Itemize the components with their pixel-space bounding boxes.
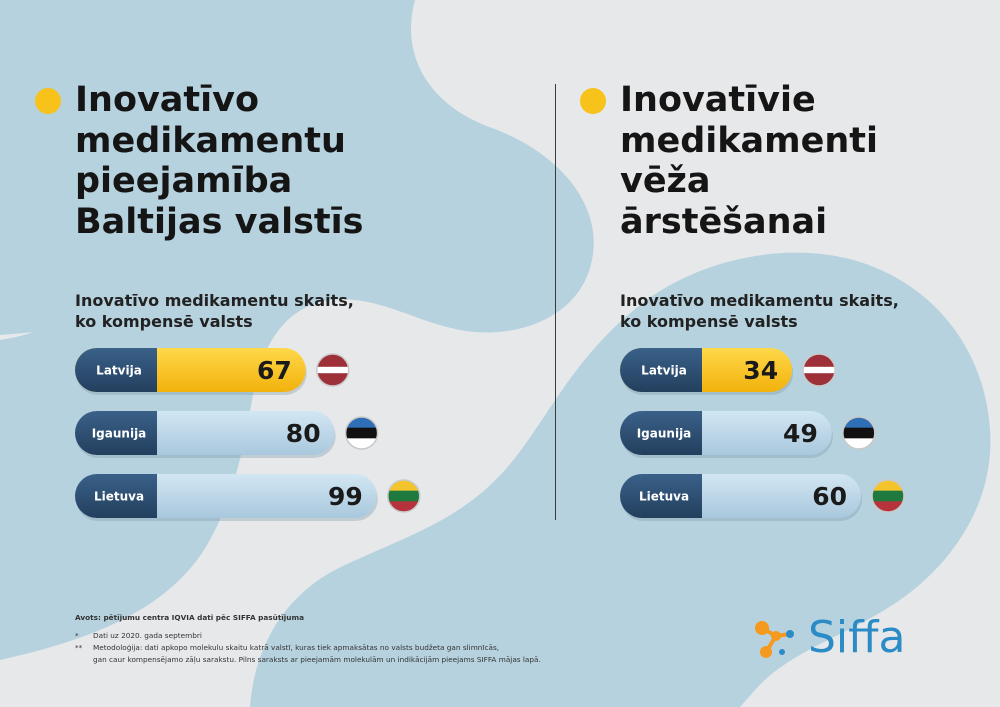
bar-group: Igaunija 80 xyxy=(75,411,336,458)
title-line: Inovatīvie xyxy=(620,80,816,120)
bar-label-cap xyxy=(620,411,702,455)
bar-category-label: Igaunija xyxy=(92,427,147,441)
estonia-flag-icon xyxy=(344,416,379,450)
bar-value-label: 99 xyxy=(328,482,363,511)
footnote-item: * Dati uz 2020. gada septembri xyxy=(75,630,541,642)
bar-label-cap xyxy=(75,348,157,392)
latvia-flag-icon xyxy=(802,353,836,387)
bar-category-label: Latvija xyxy=(641,364,687,378)
footnote-text: Metodoloģija: dati apkopo molekulu skait… xyxy=(93,643,500,652)
title-line: medikamentu xyxy=(75,120,346,161)
bar-value-label: 34 xyxy=(743,356,778,385)
source-note: Avots: pētījumu centra IQVIA dati pēc SI… xyxy=(75,613,305,622)
title-line: vēža xyxy=(620,161,711,201)
latvia-flag-icon xyxy=(315,353,350,387)
chart-subtitle: Inovatīvo medikamentu skaits, ko kompens… xyxy=(620,290,899,332)
bar-label-cap xyxy=(75,411,157,455)
bar-value-label: 80 xyxy=(286,419,321,448)
footnote-item: gan caur kompensējamo zāļu sarakstu. Pil… xyxy=(75,654,541,666)
bar-group: Igaunija 49 xyxy=(620,411,833,458)
panel-title: Inovatīvo medikamentu pieejamība Baltija… xyxy=(75,80,363,242)
footnotes: Avots: pētījumu centra IQVIA dati pēc SI… xyxy=(75,612,541,666)
subtitle-line: Inovatīvo medikamentu skaits, xyxy=(620,291,899,310)
logo-wordmark: Siffa xyxy=(808,612,906,663)
title-line: medikamenti xyxy=(620,120,879,161)
lithuania-flag-icon xyxy=(387,479,421,513)
bar-category-label: Igaunija xyxy=(637,427,692,441)
bar-group: Lietuva 99 xyxy=(75,474,378,521)
panel-cancer: Inovatīvie medikamenti vēža ārstēšanai I… xyxy=(580,80,980,530)
bar-category-label: Lietuva xyxy=(639,490,689,504)
footnote-text: Dati uz 2020. gada septembri xyxy=(93,631,202,640)
bar-category-label: Latvija xyxy=(96,364,142,378)
footnote-mark: ** xyxy=(75,643,83,652)
bar-value-label: 67 xyxy=(257,356,292,385)
panel-divider xyxy=(555,84,556,520)
footnote-mark xyxy=(75,654,93,666)
lithuania-flag-icon xyxy=(871,479,905,513)
subtitle-line: Inovatīvo medikamentu skaits, xyxy=(75,291,354,310)
bar-value-label: 49 xyxy=(783,419,818,448)
title-line: Baltijas valstīs xyxy=(75,201,364,242)
estonia-flag-icon xyxy=(842,416,876,450)
title-line: ārstēšanai xyxy=(620,201,828,242)
bar-group: Latvija 67 xyxy=(75,348,307,395)
title-line: pieejamība xyxy=(75,161,293,201)
subtitle-line: ko kompensē valsts xyxy=(75,312,253,331)
footnote-item: ** Metodoloģija: dati apkopo molekulu sk… xyxy=(75,642,541,654)
blob-shape-d xyxy=(560,588,750,707)
chart-subtitle: Inovatīvo medikamentu skaits, ko kompens… xyxy=(75,290,354,332)
bar-group: Latvija 34 xyxy=(620,348,794,395)
bar-category-label: Lietuva xyxy=(94,490,144,504)
bar-label-cap xyxy=(620,348,702,392)
bar-chart-baltic: Latvija 67 Igaunija 80 Lietuva 99 xyxy=(75,348,421,521)
siffa-molecule-icon xyxy=(755,621,794,658)
bullet-dot xyxy=(35,88,61,114)
panel-title: Inovatīvie medikamenti vēža ārstēšanai xyxy=(620,80,878,242)
footnote-text: gan caur kompensējamo zāļu sarakstu. Pil… xyxy=(93,655,541,664)
bullet-dot xyxy=(580,88,606,114)
subtitle-line: ko kompensē valsts xyxy=(620,312,798,331)
bar-group: Lietuva 60 xyxy=(620,474,862,521)
bar-label-cap xyxy=(620,474,702,518)
siffa-logo: Siffa xyxy=(752,614,905,662)
bar-label-cap xyxy=(75,474,157,518)
bar-chart-cancer: Latvija 34 Igaunija 49 Lietuva 60 xyxy=(620,348,905,521)
bar-value-label: 60 xyxy=(812,482,847,511)
panel-baltic: Inovatīvo medikamentu pieejamība Baltija… xyxy=(35,80,535,530)
footnote-mark: * xyxy=(75,631,79,640)
title-line: Inovatīvo xyxy=(75,80,260,120)
